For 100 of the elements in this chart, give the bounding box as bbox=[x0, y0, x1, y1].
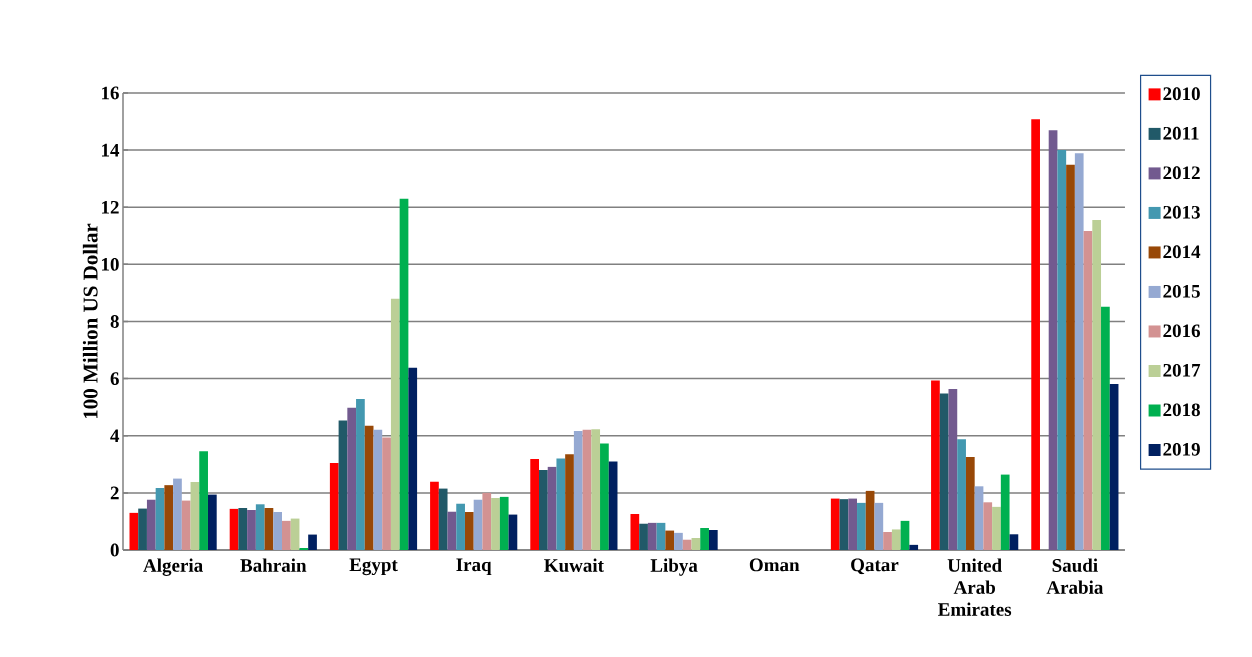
bar bbox=[356, 398, 365, 550]
bar bbox=[129, 512, 139, 550]
bar bbox=[891, 529, 901, 550]
bar bbox=[948, 388, 958, 550]
bar bbox=[430, 481, 439, 550]
x-tick-label: Libya bbox=[650, 558, 698, 576]
bar bbox=[247, 510, 256, 550]
bar bbox=[482, 492, 492, 550]
legend-label: 2018 bbox=[1163, 403, 1200, 417]
bar bbox=[830, 498, 840, 550]
bar bbox=[647, 522, 657, 550]
x-tick-label: Bahrain bbox=[240, 558, 307, 572]
bar bbox=[181, 500, 191, 550]
bar bbox=[674, 532, 683, 550]
bar bbox=[700, 528, 709, 550]
x-tick-label: Oman bbox=[749, 558, 800, 572]
x-tick-label: Saudi Arabia bbox=[1046, 558, 1104, 594]
bar bbox=[931, 380, 940, 550]
bar bbox=[438, 488, 448, 550]
bar bbox=[347, 407, 357, 550]
bar bbox=[456, 503, 465, 550]
bar bbox=[573, 430, 583, 550]
bar bbox=[1092, 220, 1102, 550]
x-tick-label: Algeria bbox=[143, 558, 203, 576]
bar bbox=[630, 514, 640, 550]
bar bbox=[408, 367, 418, 550]
bar bbox=[199, 451, 208, 550]
bar bbox=[974, 486, 984, 550]
bar bbox=[290, 518, 300, 550]
bar bbox=[1083, 230, 1093, 550]
bar bbox=[238, 508, 248, 550]
bar bbox=[608, 461, 618, 550]
bar bbox=[565, 454, 574, 550]
bar bbox=[508, 514, 518, 550]
y-tick-label: 10 bbox=[102, 257, 119, 271]
bar bbox=[939, 393, 949, 550]
bar bbox=[173, 478, 182, 550]
x-tick-label: Kuwait bbox=[544, 558, 604, 572]
bar bbox=[591, 429, 601, 550]
bar bbox=[399, 198, 409, 550]
bar bbox=[264, 508, 274, 550]
bar bbox=[874, 502, 884, 550]
bar bbox=[338, 420, 348, 550]
x-tick-label: Egypt bbox=[349, 558, 398, 576]
bar bbox=[390, 298, 400, 550]
bar bbox=[273, 512, 283, 550]
bar bbox=[839, 499, 849, 550]
bar bbox=[364, 425, 374, 550]
legend-label: 2016 bbox=[1163, 324, 1201, 338]
y-tick-label: 8 bbox=[110, 315, 119, 328]
bar bbox=[1031, 119, 1040, 550]
bar bbox=[464, 512, 474, 550]
bar bbox=[329, 462, 339, 550]
bar bbox=[865, 490, 875, 550]
bar bbox=[164, 485, 174, 550]
bar bbox=[229, 508, 239, 550]
bar bbox=[665, 530, 675, 550]
bar bbox=[1066, 164, 1075, 550]
bar bbox=[547, 466, 557, 550]
bar bbox=[682, 539, 692, 550]
x-tick-label: Iraq bbox=[456, 558, 492, 576]
bar bbox=[155, 488, 165, 550]
bar bbox=[691, 538, 701, 550]
bar bbox=[600, 443, 609, 550]
bar bbox=[656, 522, 666, 550]
x-tick-label: United Arab Emirates bbox=[938, 558, 1012, 616]
bar bbox=[282, 520, 291, 550]
bar bbox=[530, 458, 539, 550]
legend-label: 2019 bbox=[1163, 442, 1200, 456]
bar bbox=[983, 502, 993, 550]
legend-label: 2014 bbox=[1163, 245, 1201, 259]
y-axis-title: 100 Million US Dollar bbox=[82, 223, 98, 419]
bar bbox=[1109, 384, 1119, 550]
bar bbox=[539, 470, 548, 550]
bar bbox=[582, 429, 592, 550]
legend-label: 2010 bbox=[1163, 87, 1200, 101]
bar bbox=[190, 482, 200, 550]
bar bbox=[883, 532, 892, 550]
bar bbox=[447, 511, 457, 550]
bar bbox=[308, 534, 317, 550]
y-tick-label: 4 bbox=[110, 429, 120, 442]
bar bbox=[473, 499, 483, 550]
legend-label: 2013 bbox=[1163, 205, 1200, 219]
bar bbox=[848, 498, 858, 550]
bar bbox=[1057, 150, 1067, 550]
bar bbox=[708, 530, 718, 550]
bar bbox=[556, 458, 566, 550]
bar bbox=[1048, 130, 1058, 550]
bar bbox=[965, 456, 975, 550]
bar bbox=[255, 504, 265, 550]
bar bbox=[900, 520, 910, 550]
bar bbox=[909, 544, 919, 550]
bar bbox=[857, 502, 866, 550]
bar bbox=[499, 496, 509, 550]
y-tick-label: 12 bbox=[102, 200, 119, 214]
y-tick-label: 16 bbox=[102, 86, 119, 100]
x-tick-label: Qatar bbox=[851, 558, 899, 575]
bar bbox=[992, 506, 1001, 550]
legend-label: 2015 bbox=[1163, 284, 1200, 298]
bar bbox=[146, 499, 156, 550]
